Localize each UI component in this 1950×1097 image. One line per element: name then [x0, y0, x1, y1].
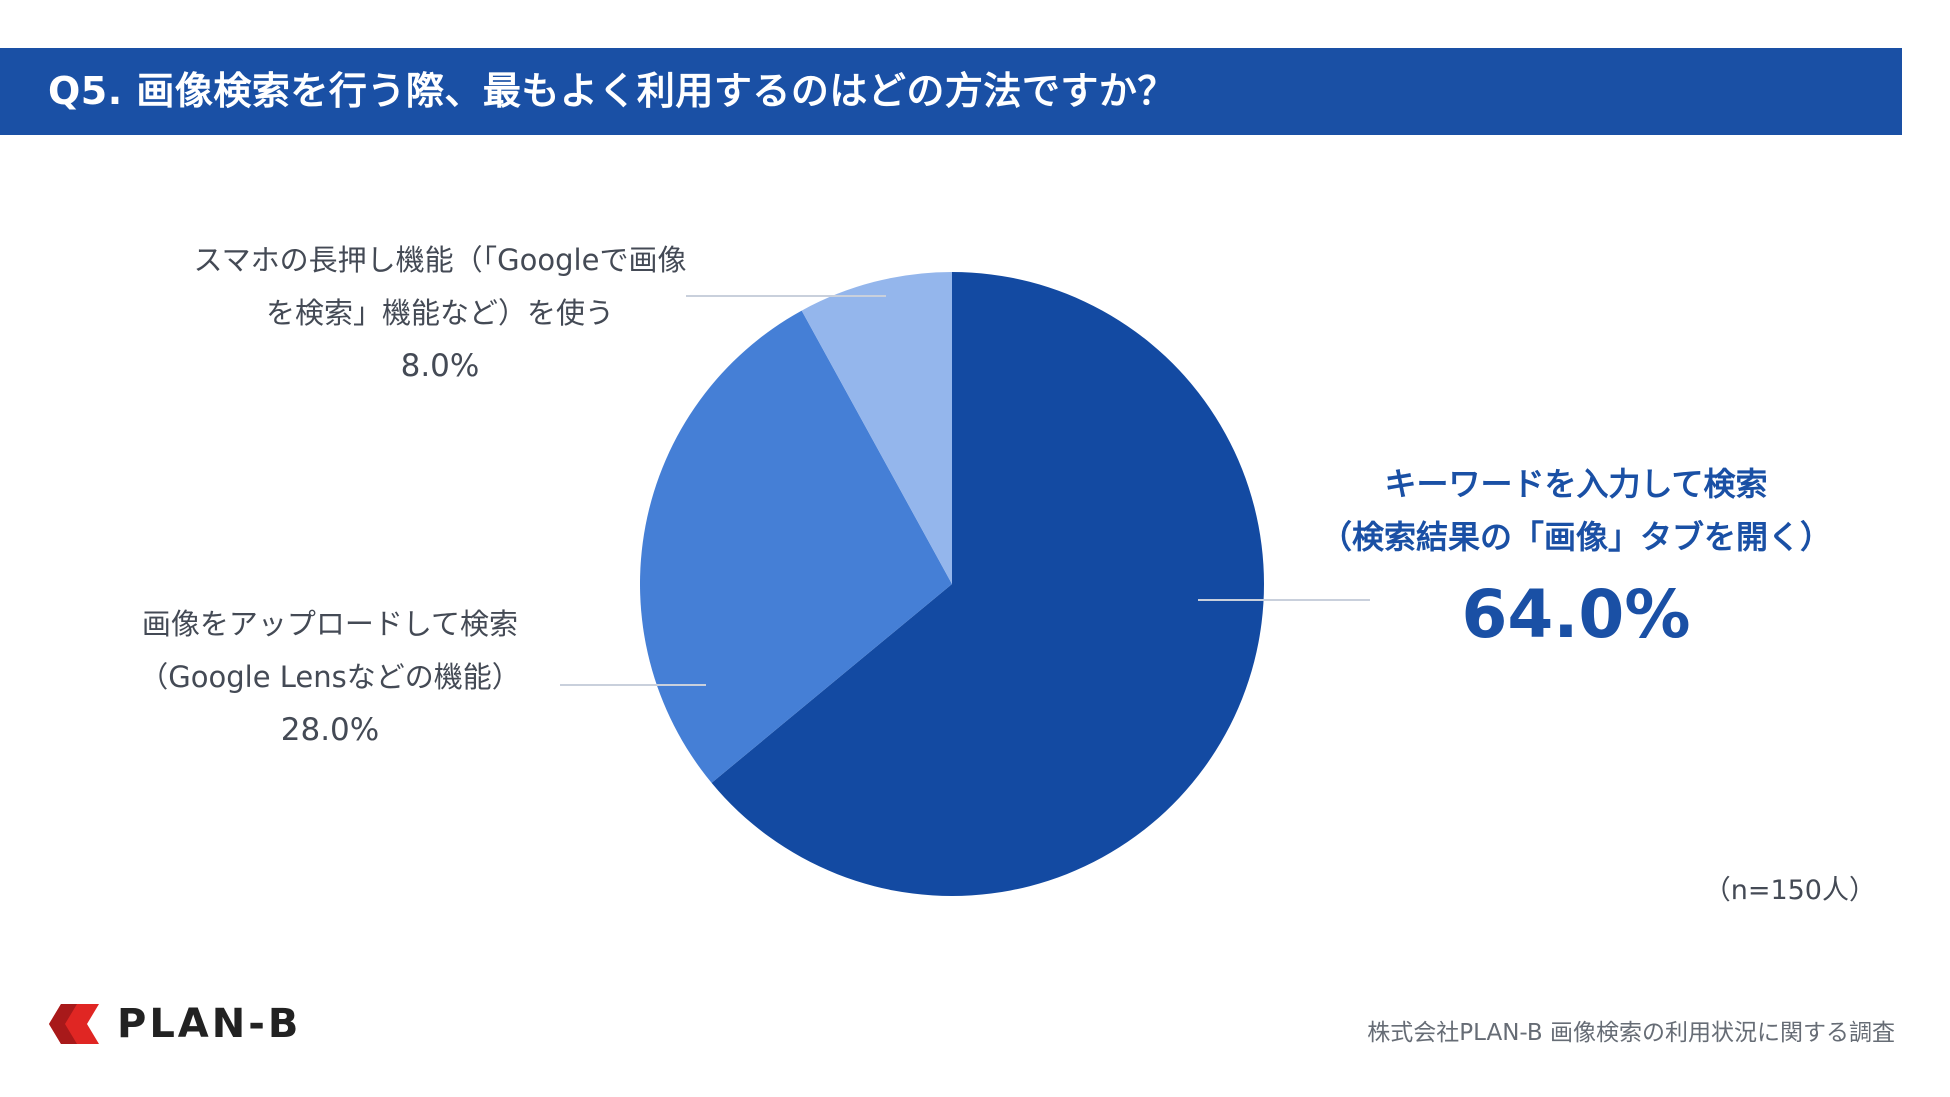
sample-size-note: （n=150人） — [1703, 875, 1876, 906]
slice-label-keyword-search-line2: （検索結果の「画像」タブを開く） — [1319, 518, 1832, 556]
slice-value-image-upload: 28.0% — [280, 712, 380, 748]
slice-label-image-upload-line2: （Google Lensなどの機能） — [139, 660, 521, 694]
pie-slice-image-upload — [640, 310, 952, 783]
slice-label-long-press-line1: スマホの長押し機能（「Googleで画像 — [193, 243, 687, 277]
slice-label-keyword-search-line1: キーワードを入力して検索 — [1384, 465, 1768, 503]
slice-label-image-upload: 画像をアップロードして検索 （Google Lensなどの機能） 28.0% — [100, 598, 560, 757]
slice-label-long-press-line2: を検索」機能など）を使う — [265, 296, 614, 330]
source-note: 株式会社PLAN-B 画像検索の利用状況に関する調査 — [1367, 1020, 1895, 1046]
page-title: Q5. 画像検索を行う際、最もよく利用するのはどの方法ですか？ — [48, 69, 1176, 113]
pie-slice-long-press — [801, 272, 952, 584]
pie-slice-keyword-search — [711, 272, 1265, 897]
slice-label-long-press: スマホの長押し機能（「Googleで画像 を検索」機能など）を使う 8.0% — [140, 234, 740, 393]
logo-text: PLAN-B — [117, 1001, 302, 1047]
slice-value-long-press: 8.0% — [400, 348, 480, 384]
slice-label-keyword-search: キーワードを入力して検索 （検索結果の「画像」タブを開く） 64.0% — [1266, 458, 1886, 660]
slice-label-image-upload-line1: 画像をアップロードして検索 — [141, 607, 519, 641]
header-bar: Q5. 画像検索を行う際、最もよく利用するのはどの方法ですか？ — [0, 48, 1902, 135]
slice-value-keyword-search: 64.0% — [1461, 576, 1691, 653]
plan-b-logo-mark-icon — [49, 1004, 99, 1044]
